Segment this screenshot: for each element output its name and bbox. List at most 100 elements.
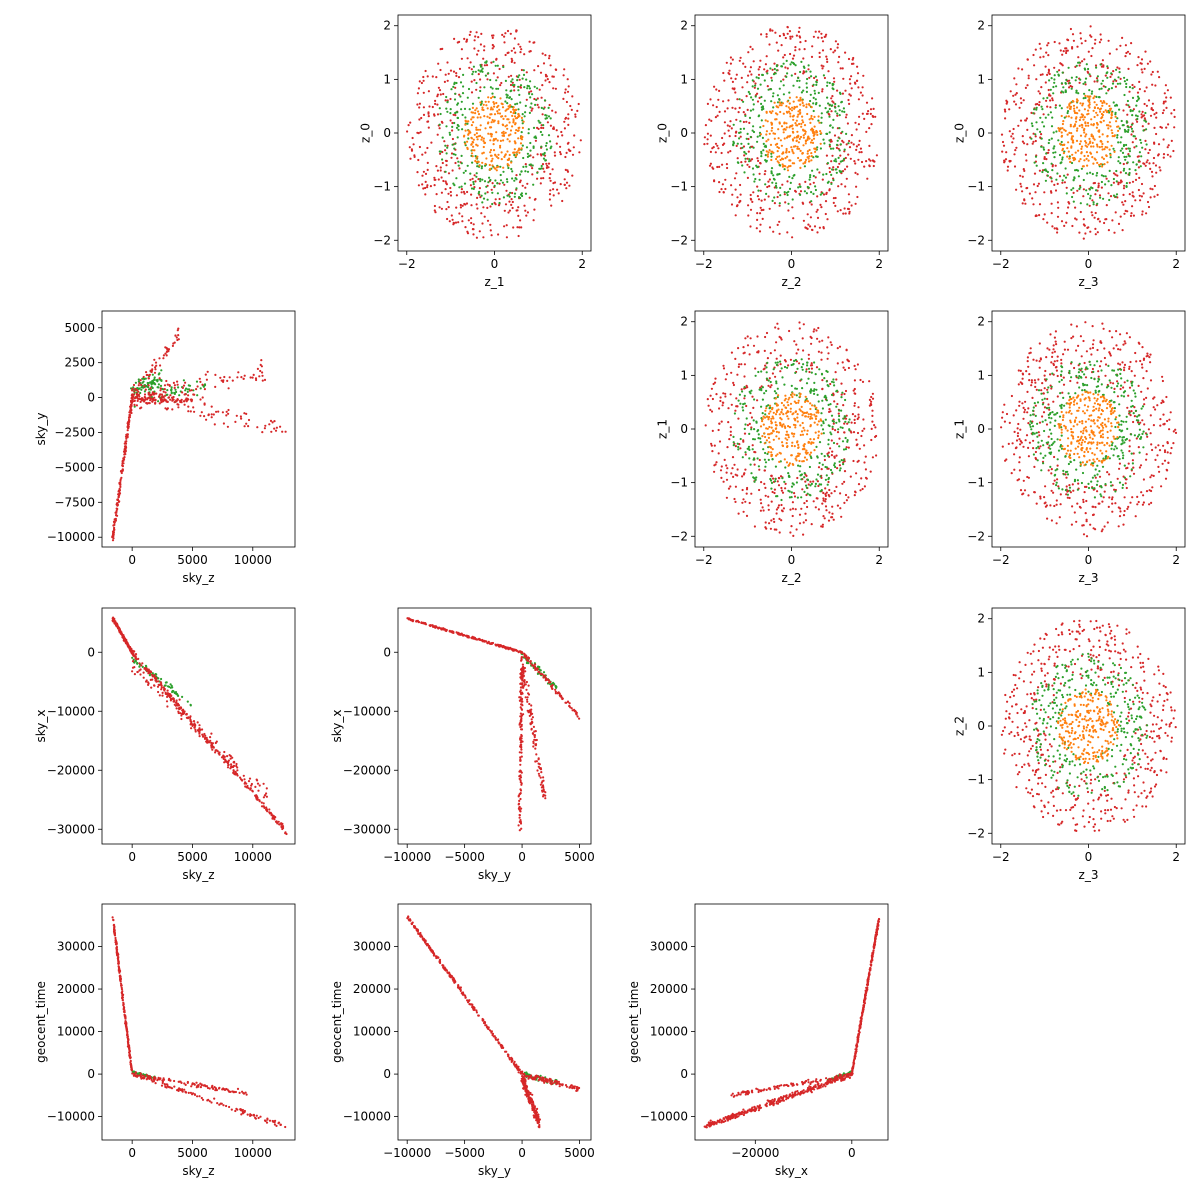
data-point — [1052, 92, 1054, 94]
data-point — [1096, 77, 1098, 79]
data-point — [1062, 123, 1064, 125]
data-point — [270, 431, 272, 433]
data-point — [489, 179, 491, 181]
data-point — [810, 191, 812, 193]
data-point — [1123, 156, 1125, 158]
data-point — [772, 478, 774, 480]
data-point — [829, 188, 831, 190]
data-point — [736, 405, 738, 407]
data-point — [446, 218, 448, 220]
data-point — [721, 465, 723, 467]
data-point — [1083, 188, 1085, 190]
data-point — [810, 94, 812, 96]
data-point — [1128, 126, 1130, 128]
data-point — [500, 174, 502, 176]
data-point — [796, 368, 798, 370]
data-point — [1110, 116, 1112, 118]
data-point — [1091, 93, 1093, 95]
data-point — [734, 108, 736, 110]
series-1 — [111, 328, 287, 542]
data-point — [757, 429, 759, 431]
data-point — [839, 93, 841, 95]
data-point — [140, 379, 142, 381]
data-point — [1116, 126, 1118, 128]
data-point — [441, 122, 443, 124]
data-point — [806, 382, 808, 384]
data-point — [1004, 160, 1006, 162]
data-point — [764, 469, 766, 471]
data-point — [538, 106, 540, 108]
data-point — [768, 89, 770, 91]
data-point — [727, 421, 729, 423]
data-point — [1026, 129, 1028, 131]
data-point — [786, 439, 788, 441]
data-point — [844, 399, 846, 401]
data-point — [866, 178, 868, 180]
data-point — [275, 430, 277, 432]
data-point — [742, 456, 744, 458]
data-point — [1129, 86, 1131, 88]
data-point — [792, 58, 794, 60]
data-point — [802, 121, 804, 123]
data-point — [844, 416, 846, 418]
data-point — [1085, 78, 1087, 80]
data-point — [780, 504, 782, 506]
data-point — [446, 201, 448, 203]
data-point — [764, 459, 766, 461]
data-point — [554, 151, 556, 153]
data-point — [1065, 47, 1067, 49]
data-point — [762, 506, 764, 508]
data-point — [148, 377, 150, 379]
data-point — [840, 101, 842, 103]
data-point — [540, 146, 542, 148]
data-point — [411, 150, 413, 152]
data-point — [1159, 169, 1161, 171]
data-point — [750, 472, 752, 474]
data-point — [801, 100, 803, 102]
data-point — [541, 167, 543, 169]
data-point — [139, 407, 141, 409]
data-point — [1040, 146, 1042, 148]
data-point — [434, 100, 436, 102]
data-point — [748, 151, 750, 153]
data-point — [766, 72, 768, 74]
data-point — [868, 164, 870, 166]
data-point — [796, 394, 798, 396]
data-point — [776, 323, 778, 325]
data-point — [831, 439, 833, 441]
data-point — [153, 379, 155, 381]
data-point — [857, 406, 859, 408]
data-point — [513, 89, 515, 91]
data-point — [815, 446, 817, 448]
data-point — [815, 483, 817, 485]
data-point — [828, 495, 830, 497]
data-point — [485, 75, 487, 77]
data-point — [825, 495, 827, 497]
data-point — [517, 206, 519, 208]
data-point — [131, 389, 133, 391]
data-point — [181, 399, 183, 401]
data-point — [844, 207, 846, 209]
data-point — [1138, 110, 1140, 112]
data-point — [1158, 143, 1160, 145]
data-point — [456, 194, 458, 196]
data-point — [813, 84, 815, 86]
data-point — [717, 147, 719, 149]
data-point — [784, 137, 786, 139]
data-point — [785, 37, 787, 39]
data-point — [769, 208, 771, 210]
data-point — [480, 43, 482, 45]
data-point — [744, 337, 746, 339]
data-point — [497, 76, 499, 78]
data-point — [1046, 74, 1048, 76]
data-point — [1041, 106, 1043, 108]
data-point — [450, 88, 452, 90]
data-point — [828, 139, 830, 141]
data-point — [136, 397, 138, 399]
data-point — [564, 127, 566, 129]
data-point — [812, 129, 814, 131]
data-point — [481, 162, 483, 164]
data-point — [796, 136, 798, 138]
data-point — [729, 120, 731, 122]
data-point — [167, 397, 169, 399]
